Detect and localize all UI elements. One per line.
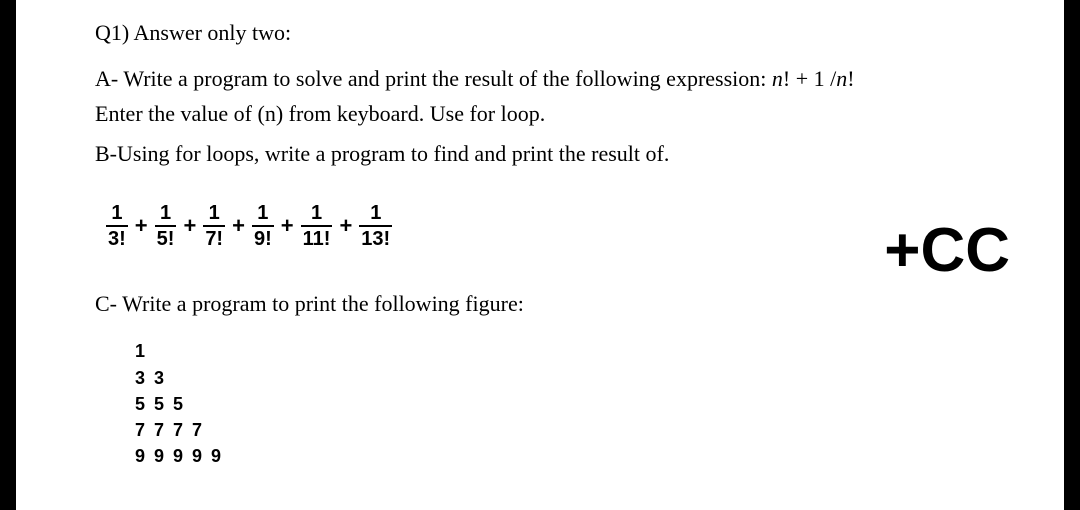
fraction: 1 7! (203, 203, 225, 249)
number-pyramid: 1 3 3 5 5 5 7 7 7 7 9 9 9 9 9 (135, 338, 1040, 468)
fraction: 1 3! (106, 203, 128, 249)
part-a-var-n2: n (836, 66, 847, 91)
pyramid-line: 3 3 (135, 365, 1040, 391)
numerator: 1 (109, 203, 124, 225)
page: Q1) Answer only two: A- Write a program … (0, 0, 1080, 510)
part-a-text-pre: A- Write a program to solve and print th… (95, 66, 772, 91)
pyramid-line: 9 9 9 9 9 (135, 443, 1040, 469)
denominator: 11! (301, 225, 333, 249)
denominator: 7! (203, 225, 225, 249)
part-a-line2: Enter the value of (n) from keyboard. Us… (95, 99, 1040, 129)
numerator: 1 (368, 203, 383, 225)
pyramid-line: 7 7 7 7 (135, 417, 1040, 443)
pyramid-line: 1 (135, 338, 1040, 364)
denominator: 13! (359, 225, 392, 249)
plus-operator: + (333, 211, 358, 241)
part-b: B-Using for loops, write a program to fi… (95, 139, 1040, 169)
pyramid-line: 5 5 5 (135, 391, 1040, 417)
left-scan-edge (0, 0, 16, 510)
plus-operator: + (177, 211, 202, 241)
fraction: 1 5! (155, 203, 177, 249)
fraction: 1 13! (359, 203, 392, 249)
denominator: 5! (155, 225, 177, 249)
part-a-expr-tail: ! (847, 66, 854, 91)
part-a-var-n1: n (772, 66, 783, 91)
fraction: 1 9! (252, 203, 274, 249)
part-c: C- Write a program to print the followin… (95, 289, 1040, 319)
numerator: 1 (309, 203, 324, 225)
question-title: Q1) Answer only two: (95, 18, 1040, 48)
part-a-line1: A- Write a program to solve and print th… (95, 64, 1040, 94)
fraction: 1 11! (301, 203, 333, 249)
plus-operator: + (129, 211, 154, 241)
numerator: 1 (158, 203, 173, 225)
plus-operator: + (275, 211, 300, 241)
plus-operator: + (226, 211, 251, 241)
part-a-expr-rest: ! + 1 / (783, 66, 836, 91)
watermark-cc: +CC (884, 215, 1010, 286)
right-scan-edge (1064, 0, 1080, 510)
numerator: 1 (255, 203, 270, 225)
numerator: 1 (207, 203, 222, 225)
denominator: 9! (252, 225, 274, 249)
fraction-series: 1 3! + 1 5! + 1 7! + 1 9! + 1 11! + (105, 203, 393, 249)
denominator: 3! (106, 225, 128, 249)
